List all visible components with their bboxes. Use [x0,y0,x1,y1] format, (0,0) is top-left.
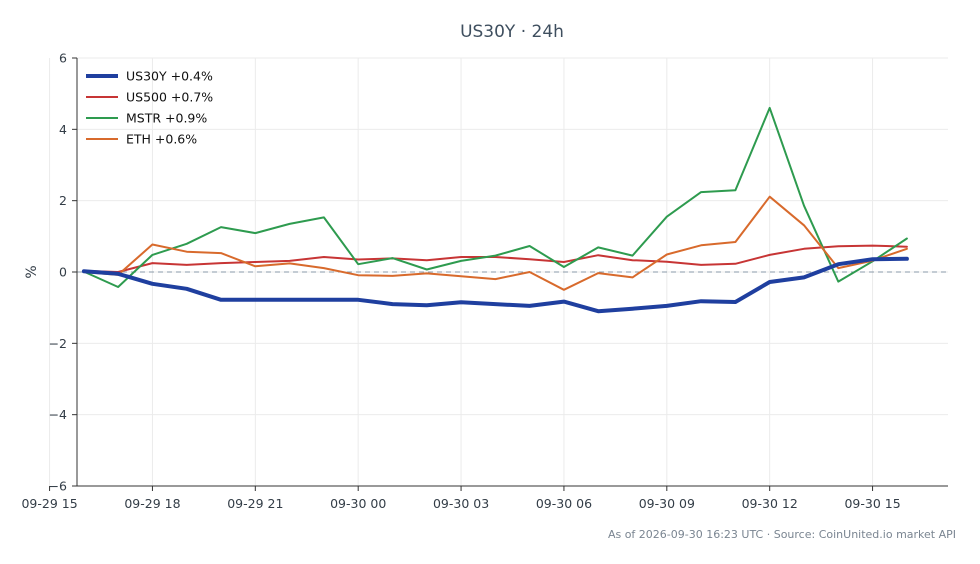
x-tick-label-4: 09-30 03 [433,496,489,511]
x-tick-label-5: 09-30 06 [536,496,592,511]
legend-label-3: ETH +0.6% [126,132,197,147]
legend-label-0: US30Y +0.4% [126,69,213,84]
y-tick-label-0: −6 [49,479,67,494]
y-tick-label-2: −2 [49,336,67,351]
y-tick-label-3: 0 [59,265,67,280]
x-ticks: 09-29 15 09-29 18 09-29 21 09-30 00 09-30 03… [21,486,901,511]
footer-note: As of 2026-09-30 16:23 UTC · Source: Coi… [608,528,956,541]
series-line-3 [82,195,908,291]
series-line-2 [82,106,908,288]
legend-label-1: US500 +0.7% [126,90,213,105]
legend: US30Y +0.4% US500 +0.7% MSTR +0.9% ETH +0.6… [86,69,213,147]
series-line-0 [81,256,909,314]
chart-title: US30Y · 24h [460,22,564,42]
x-tick-label-7: 09-30 12 [742,496,798,511]
y-tick-label-4: 2 [59,193,67,208]
y-tick-label-5: 4 [59,122,67,137]
y-tick-label-1: −4 [49,407,67,422]
y-tick-label-6: 6 [59,51,67,66]
legend-label-2: MSTR +0.9% [126,111,207,126]
x-tick-label-1: 09-29 18 [124,496,180,511]
x-tick-label-3: 09-30 00 [330,496,386,511]
series-line-1 [82,244,908,273]
y-axis-label: % [24,265,40,278]
x-tick-label-0: 09-29 15 [21,496,77,511]
x-tick-label-6: 09-30 09 [639,496,695,511]
x-tick-label-2: 09-29 21 [227,496,283,511]
series-layer [81,106,909,314]
y-ticks: −6 −4 −2 0 2 4 6 [49,51,77,494]
x-tick-label-8: 09-30 15 [844,496,900,511]
